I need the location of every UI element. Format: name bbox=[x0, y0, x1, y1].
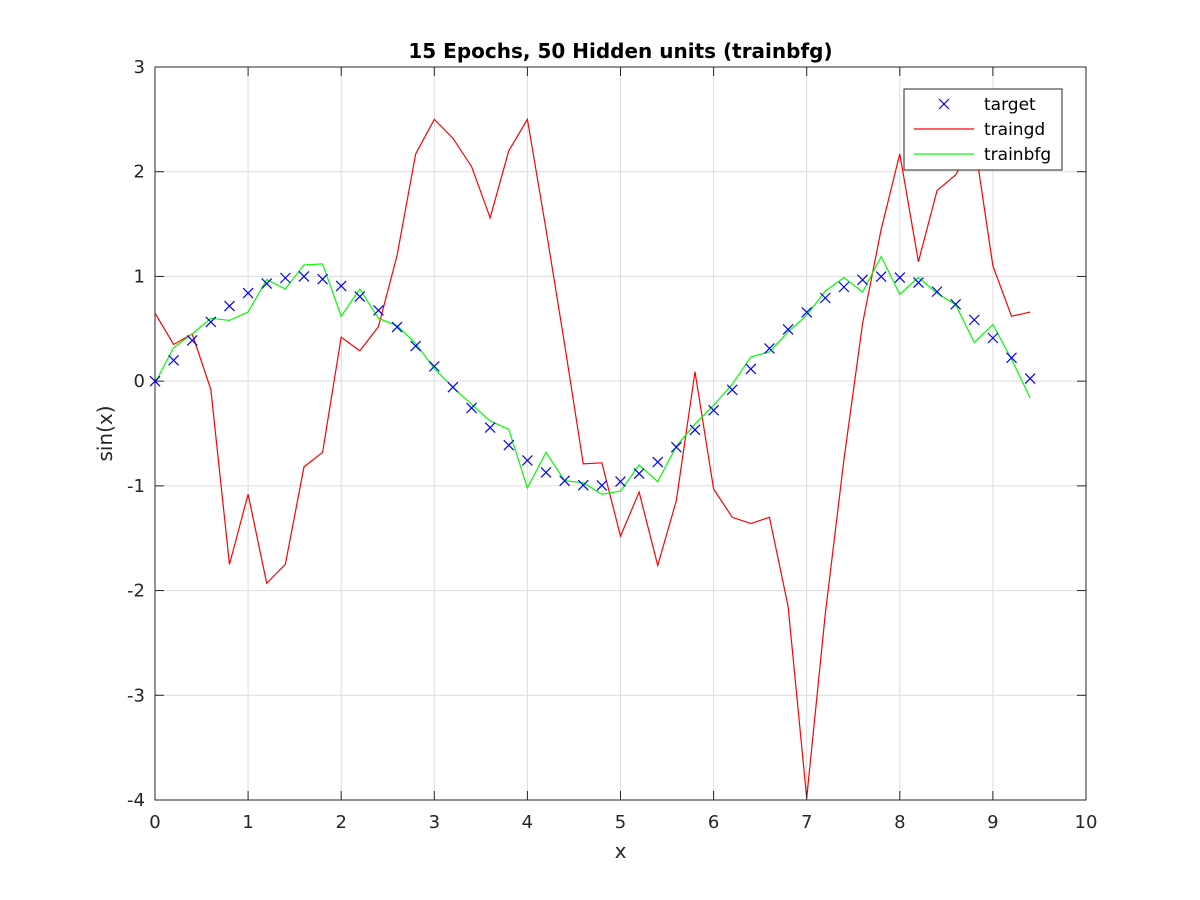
chart-title: 15 Epochs, 50 Hidden units (trainbfg) bbox=[408, 39, 832, 63]
data-point-target bbox=[987, 332, 999, 344]
data-point-target bbox=[317, 273, 329, 285]
data-point-target bbox=[801, 306, 813, 318]
data-point-target bbox=[875, 271, 887, 282]
data-point-target bbox=[782, 323, 794, 335]
x-tick-label: 8 bbox=[894, 812, 905, 833]
x-tick-label: 10 bbox=[1075, 812, 1098, 833]
data-point-target bbox=[708, 404, 720, 416]
series-line-trainbfg bbox=[154, 255, 1031, 495]
data-point-target bbox=[670, 441, 682, 453]
series-trainbfg bbox=[154, 255, 1031, 495]
data-point-target bbox=[279, 272, 291, 284]
y-tick-label: -2 bbox=[127, 581, 145, 602]
data-point-target bbox=[857, 274, 868, 286]
data-point-target bbox=[540, 467, 552, 478]
data-point-target bbox=[224, 300, 235, 312]
data-point-target bbox=[261, 278, 273, 289]
data-point-target bbox=[373, 305, 384, 316]
x-tick-label: 6 bbox=[708, 812, 719, 833]
data-point-target bbox=[689, 424, 701, 436]
x-tick-label: 4 bbox=[522, 812, 533, 833]
data-point-target bbox=[428, 360, 440, 372]
data-point-target bbox=[1024, 373, 1036, 384]
data-point-target bbox=[652, 456, 664, 468]
data-point-target bbox=[596, 480, 608, 491]
data-point-target bbox=[168, 354, 180, 366]
data-point-target bbox=[764, 343, 775, 354]
data-point-target bbox=[503, 439, 515, 451]
legend-label: target bbox=[984, 95, 1036, 115]
x-tick-label: 7 bbox=[801, 812, 812, 833]
data-point-target bbox=[819, 292, 831, 304]
data-point-target bbox=[484, 422, 496, 433]
series-line-traingd bbox=[154, 117, 1031, 798]
y-tick-label: -4 bbox=[127, 790, 145, 811]
legend-entry-trainbfg: trainbfg bbox=[914, 145, 1051, 165]
y-tick-label: 3 bbox=[134, 57, 145, 78]
data-point-target bbox=[391, 321, 403, 333]
data-point-target bbox=[726, 384, 738, 396]
data-point-target bbox=[1006, 352, 1017, 364]
data-point-target bbox=[410, 340, 422, 352]
data-point-target bbox=[242, 287, 254, 299]
data-point-target bbox=[968, 314, 980, 326]
data-point-target bbox=[931, 286, 943, 298]
x-tick-label: 5 bbox=[615, 812, 626, 833]
series-target bbox=[149, 271, 1036, 491]
y-axis-label: sin(x) bbox=[93, 405, 117, 461]
data-point-target bbox=[521, 454, 533, 466]
data-point-target bbox=[912, 277, 924, 289]
series-traingd bbox=[154, 117, 1031, 798]
x-tick-label: 0 bbox=[149, 812, 160, 833]
legend-label: trainbfg bbox=[984, 145, 1051, 165]
legend-label: traingd bbox=[984, 120, 1045, 140]
y-tick-label: -3 bbox=[127, 685, 145, 706]
legend-entry-target: target bbox=[938, 95, 1036, 115]
data-point-target bbox=[298, 271, 310, 282]
data-point-target bbox=[354, 291, 366, 302]
data-point-target bbox=[745, 363, 757, 375]
data-point-target bbox=[559, 475, 571, 487]
x-tick-label: 3 bbox=[429, 812, 440, 833]
y-tick-label: 0 bbox=[134, 371, 145, 392]
data-point-target bbox=[466, 402, 477, 414]
y-tick-label: 1 bbox=[134, 266, 145, 287]
y-tick-label: 2 bbox=[134, 162, 145, 183]
y-tick-label: -1 bbox=[127, 476, 145, 497]
data-point-target bbox=[894, 272, 906, 284]
data-point-target bbox=[838, 281, 850, 293]
x-tick-label: 2 bbox=[335, 812, 346, 833]
legend: target traingd trainbfg bbox=[903, 88, 1063, 171]
data-point-target bbox=[335, 280, 347, 292]
x-tick-label: 9 bbox=[987, 812, 998, 833]
data-point-target bbox=[577, 479, 589, 491]
x-tick-label: 1 bbox=[242, 812, 253, 833]
data-point-target bbox=[633, 468, 645, 480]
x-axis-label: x bbox=[615, 839, 627, 863]
series-layer bbox=[149, 117, 1036, 798]
data-point-target bbox=[186, 334, 198, 346]
data-point-target bbox=[950, 298, 962, 310]
data-point-target bbox=[615, 476, 626, 487]
data-point-target bbox=[447, 381, 459, 393]
data-point-target bbox=[205, 316, 217, 328]
legend-swatch bbox=[938, 98, 950, 110]
legend-entry-traingd: traingd bbox=[914, 120, 1045, 140]
axis-ticks: 0 1 2 3 4 5 6 7 8 9 10 -4 -3 -2 -1 0 1 2 3 bbox=[127, 57, 1097, 833]
